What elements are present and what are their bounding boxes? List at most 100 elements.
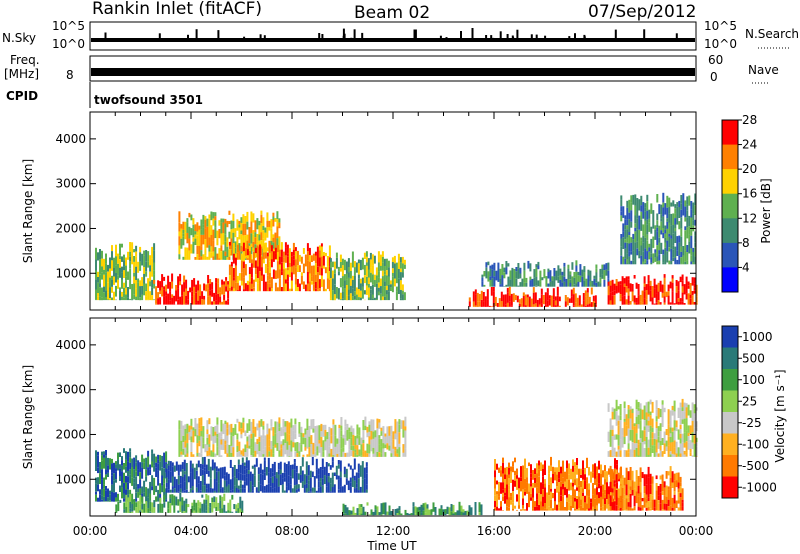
data-cell <box>371 254 374 266</box>
data-cell <box>582 492 584 497</box>
data-cell <box>512 485 514 492</box>
data-cell <box>669 505 672 511</box>
data-cell <box>329 288 332 299</box>
data-cell <box>304 284 307 292</box>
data-cell <box>638 241 641 251</box>
data-cell <box>185 503 188 509</box>
data-cell <box>181 462 184 470</box>
data-cell <box>631 453 634 457</box>
data-cell <box>303 474 306 485</box>
colorbar-tick-label: 1000 <box>742 330 773 344</box>
data-cell <box>504 492 506 496</box>
data-cell <box>498 491 500 497</box>
data-cell <box>635 433 638 444</box>
data-cell <box>689 410 692 418</box>
data-cell <box>680 209 683 218</box>
nsky-spike <box>158 33 161 40</box>
data-cell <box>317 488 320 493</box>
data-cell <box>308 261 311 274</box>
data-cell <box>694 256 697 265</box>
data-cell <box>248 281 251 292</box>
data-cell <box>190 452 193 457</box>
data-cell <box>683 284 686 295</box>
data-cell <box>604 479 606 485</box>
data-cell <box>651 483 654 496</box>
data-cell <box>147 488 150 497</box>
data-cell <box>365 466 368 474</box>
data-cell <box>650 238 653 243</box>
data-cell <box>252 279 255 288</box>
data-cell <box>123 254 125 260</box>
data-cell <box>506 474 508 485</box>
data-cell <box>129 469 132 475</box>
data-cell <box>444 509 447 514</box>
data-cell <box>372 419 375 432</box>
data-cell <box>519 282 522 287</box>
data-cell <box>273 487 276 493</box>
data-cell <box>452 513 455 516</box>
data-cell <box>288 248 291 256</box>
data-cell <box>349 271 352 279</box>
data-cell <box>672 200 675 207</box>
data-cell <box>690 229 693 236</box>
data-cell <box>238 273 241 278</box>
data-cell <box>349 477 352 483</box>
data-cell <box>203 485 206 493</box>
data-cell <box>387 260 390 268</box>
data-cell <box>655 409 658 417</box>
data-cell <box>270 251 273 260</box>
data-cell <box>184 256 187 260</box>
data-cell <box>253 467 256 476</box>
data-cell <box>544 467 546 475</box>
data-cell <box>127 489 129 495</box>
data-cell <box>217 468 220 472</box>
data-cell <box>615 474 618 483</box>
data-cell <box>353 299 356 301</box>
data-cell <box>627 497 630 503</box>
data-cell <box>259 473 262 485</box>
data-cell <box>169 471 172 475</box>
data-cell <box>337 288 340 300</box>
data-cell <box>258 451 261 457</box>
data-cell <box>592 295 595 301</box>
data-cell <box>636 209 639 219</box>
data-cell <box>274 253 277 260</box>
data-cell <box>276 442 279 451</box>
data-cell <box>583 266 586 273</box>
data-cell <box>199 490 202 493</box>
data-cell <box>369 293 372 301</box>
data-cell <box>179 296 182 305</box>
data-cell <box>101 297 103 301</box>
data-cell <box>480 299 483 307</box>
data-cell <box>332 455 335 457</box>
data-cell <box>153 243 156 251</box>
data-cell <box>182 233 185 237</box>
data-cell <box>387 284 390 292</box>
data-cell <box>151 287 154 296</box>
data-cell <box>274 218 277 222</box>
data-cell <box>401 290 404 295</box>
data-cell <box>218 438 221 450</box>
data-cell <box>615 279 618 286</box>
data-cell <box>308 255 311 262</box>
data-cell <box>288 434 291 446</box>
data-cell <box>382 502 385 515</box>
data-cell <box>278 264 281 270</box>
data-cell <box>489 280 492 287</box>
data-cell <box>655 293 658 303</box>
data-cell <box>368 436 371 441</box>
data-cell <box>540 494 542 502</box>
data-cell <box>646 224 649 235</box>
data-cell <box>125 257 127 266</box>
data-cell <box>216 417 219 425</box>
data-cell <box>139 297 142 301</box>
data-cell <box>250 268 253 278</box>
data-cell <box>637 407 640 411</box>
data-cell <box>500 301 503 307</box>
data-cell <box>586 304 589 307</box>
data-cell <box>320 268 323 276</box>
data-cell <box>643 474 646 487</box>
data-cell <box>245 460 248 469</box>
data-cell <box>159 290 162 295</box>
data-cell <box>361 277 364 287</box>
